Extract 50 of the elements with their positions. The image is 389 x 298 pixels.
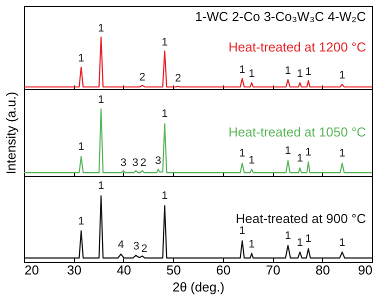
annotation: 2 <box>139 71 146 84</box>
annotation: 1 <box>305 233 312 246</box>
annotation: 2 <box>140 156 146 169</box>
x-tick-label: 90 <box>358 262 372 278</box>
annotation: 1 <box>162 108 168 120</box>
annotation: 1 <box>296 237 303 250</box>
annotation: 1 <box>98 180 104 192</box>
annotation: 1 <box>78 215 84 228</box>
annotation: 1 <box>239 64 246 76</box>
text: Heat-treated at 1050 °C <box>228 124 366 140</box>
x-axis-title: 2θ (deg.) <box>172 280 225 294</box>
annotation: 1 <box>305 66 312 78</box>
x-tick-label: 20 <box>24 262 39 278</box>
annotation: 2 <box>175 72 182 84</box>
annotation: 1 <box>162 36 168 48</box>
annotation: 1 <box>98 22 104 34</box>
annotation: 1 <box>296 152 303 164</box>
annotation: 1 <box>248 154 255 166</box>
annotation: 1 <box>339 237 346 250</box>
x-tick-label: 60 <box>216 262 231 278</box>
annotation: 3 <box>120 156 126 169</box>
text: 1-WC 2-Co 3-Co₃W₃C 4-W₂C <box>195 9 366 24</box>
annotation: 1 <box>305 146 312 158</box>
annotation: 4 <box>118 239 124 252</box>
annotation: 1 <box>339 70 346 82</box>
annotation: 1 <box>248 68 255 80</box>
annotation: 1 <box>284 144 292 157</box>
annotation: 1 <box>78 140 84 153</box>
annotation: 1 <box>284 230 292 242</box>
annotation: 1 <box>239 225 246 238</box>
annotation: 1 <box>248 238 255 250</box>
annotation: 1 <box>98 94 104 106</box>
text: Heat-treated at 1200 °C <box>228 40 366 54</box>
annotation: 1 <box>239 148 246 160</box>
y-axis-title: Intensity (a.u.) <box>4 92 18 174</box>
x-tick-label: 40 <box>116 262 132 278</box>
x-tick-label: 30 <box>66 262 82 278</box>
annotation: 3 <box>133 240 140 252</box>
x-tick-label: 50 <box>166 262 181 278</box>
annotation: 1 <box>339 148 346 160</box>
x-tick-label: 70 <box>266 262 280 278</box>
annotation: 1 <box>284 65 292 78</box>
annotation: 3 <box>155 154 162 167</box>
annotation: 1 <box>78 52 84 65</box>
series-label: Heat-treated at 900 °C <box>236 211 366 226</box>
annotation: 2 <box>141 243 148 256</box>
annotation: 3 <box>132 156 138 169</box>
annotation: 1 <box>162 190 168 202</box>
annotation: 1 <box>296 68 303 80</box>
x-tick-label: 80 <box>316 262 330 278</box>
